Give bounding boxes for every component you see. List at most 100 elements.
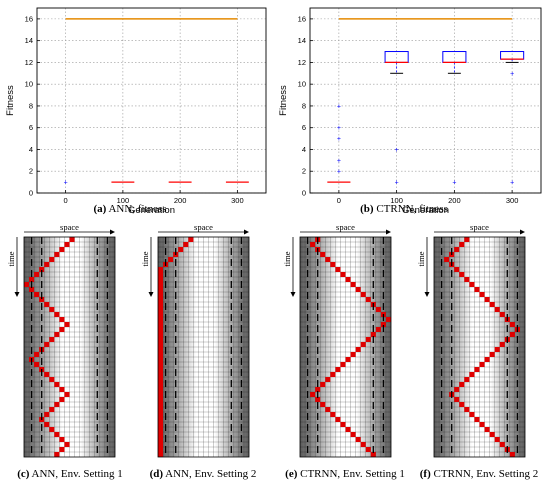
trajectory-cell [499,442,505,447]
box-3: ++ [500,51,525,187]
y-tick-label: 14 [298,36,306,45]
y-tick-label: 6 [29,123,33,132]
time-arrow-head [148,292,154,297]
x-tick-label: 200 [174,196,187,205]
y-tick-label: 12 [25,58,33,67]
y-tick-label: 8 [302,101,306,110]
trajectory-cell [158,447,164,452]
outlier-point: + [337,103,341,110]
trajectory-cell [49,407,55,412]
trajectory-cell [360,292,366,297]
trajectory-cell [310,242,316,247]
trajectory-cell [44,372,50,377]
trajectory-cell [158,332,164,337]
time-arrow-head [14,292,20,297]
trajectory-cell [474,287,480,292]
trajectory-cell [509,322,515,327]
trajectory-cell [54,402,60,407]
trajectory-cell [355,437,361,442]
trajectory-cell [158,427,164,432]
trajectory-cell [44,342,50,347]
trajectory-cell [315,397,321,402]
caption-b: (b) CTRNN, fitness [360,203,448,215]
trajectory-cell [59,317,65,322]
x-tick-label: 300 [231,196,244,205]
trajectory-cell [325,407,331,412]
trajectory-cell [509,452,515,457]
box-0: + + + + + [327,103,351,183]
trajectory-cell [454,267,460,272]
trajectory-cell [54,382,60,387]
trajectory-cell [158,267,164,272]
trajectory-cell [499,342,505,347]
trajectory-cell [459,242,465,247]
space-arrow-head [386,229,391,235]
trajectory-cell [34,292,40,297]
trajectory-cell [459,402,465,407]
y-tick-label: 10 [25,80,33,89]
trajectory-cell [64,322,70,327]
trajectory-cell [49,337,55,342]
trajectory-cell [29,287,35,292]
trajectory-cell [54,432,60,437]
trajectory-cell [54,332,60,337]
trajectory-cell [59,247,65,252]
trajectory-cell [39,297,45,302]
trajectory-cell [158,377,164,382]
space-label: space [470,222,489,232]
y-tick-label: 4 [302,145,306,154]
space-arrow-head [244,229,249,235]
trajectory-cell [44,262,50,267]
x-tick-label: 300 [506,196,519,205]
trajectory-cell [315,387,321,392]
outlier-point: + [395,180,399,187]
env-frame [299,236,392,458]
trajectory-cell [158,402,164,407]
space-label: space [194,222,213,232]
outlier-point: + [337,136,341,143]
trajectory-cell [484,357,490,362]
space-arrow-head [520,229,525,235]
trajectory-cell [158,307,164,312]
outlier-point: + [337,158,341,165]
x-tick-label: 100 [390,196,403,205]
y-tick-label: 16 [25,14,33,23]
env-plot-3: space time [140,222,250,458]
trajectory-cell [44,412,50,417]
trajectory-cell [54,312,60,317]
trajectory-cell [188,237,194,242]
trajectory-cell [479,362,485,367]
trajectory-cell [59,387,65,392]
trajectory-cell [330,372,336,377]
x-tick-label: 200 [448,196,461,205]
outlier-point: + [510,71,514,78]
trajectory-cell [158,292,164,297]
plot-frame [309,7,542,194]
trajectory-cell [494,437,500,442]
trajectory-cell [474,367,480,372]
trajectory-cell [345,427,351,432]
trajectory-cell [325,377,331,382]
time-arrow-head [424,292,430,297]
y-tick-label: 12 [298,58,306,67]
trajectory-cell [158,372,164,377]
box-1: ++ [384,51,409,187]
x-tick-label: 0 [337,196,341,205]
trajectory-cell [54,252,60,257]
caption-f: (f) CTRNN, Env. Setting 2 [420,468,538,480]
x-axis-label: Generation [402,205,449,216]
trajectory-cell [375,327,381,332]
trajectory-cell [320,382,326,387]
y-axis-label: Fitness [5,85,16,116]
trajectory-cell [469,372,475,377]
trajectory-cell [474,417,480,422]
trajectory-cell [59,327,65,332]
trajectory-cell [464,277,470,282]
trajectory-cell [360,442,366,447]
trajectory-cell [330,412,336,417]
trajectory-cell [489,432,495,437]
trajectory-cell [350,352,356,357]
trajectory-cell [355,347,361,352]
boxplot-1: +++++++ +++0 100 200 3000246810121416Generat… [278,7,542,216]
trajectory-cell [34,362,40,367]
